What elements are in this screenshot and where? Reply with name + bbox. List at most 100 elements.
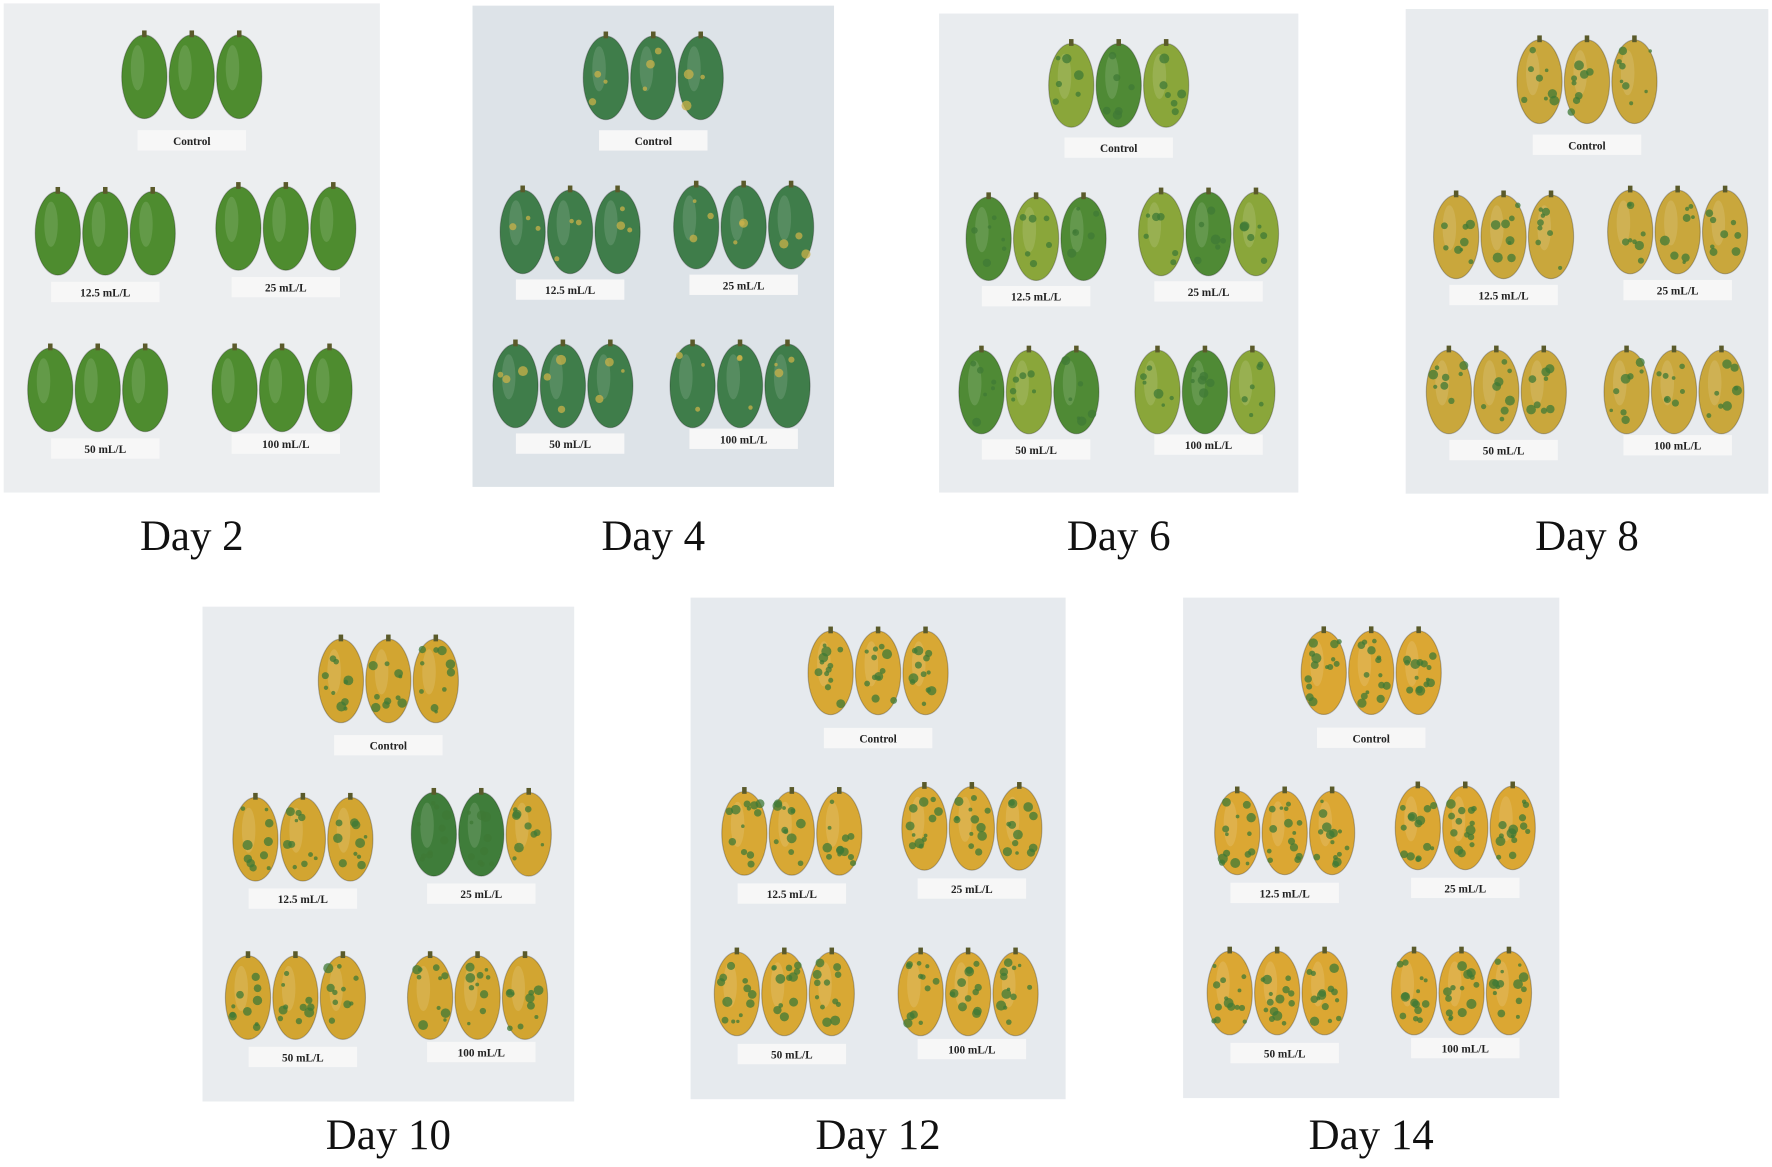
papaya-spot <box>253 984 262 993</box>
papaya-spot <box>991 379 997 385</box>
papaya <box>996 785 1043 871</box>
papaya-stem <box>1069 39 1074 46</box>
papaya-spot <box>357 860 366 870</box>
papaya-stem <box>1206 187 1211 195</box>
group-label: 25 mL/L <box>951 884 993 896</box>
papaya-spot <box>1714 390 1720 396</box>
papaya-spot <box>1310 661 1319 670</box>
papaya-spot <box>1159 53 1170 64</box>
papaya-stem <box>1250 345 1255 353</box>
papaya-stem <box>279 343 285 351</box>
papaya-spot <box>1170 259 1177 266</box>
papaya-spot <box>1459 361 1469 371</box>
papaya-spot <box>1199 371 1209 381</box>
papaya-spot <box>1410 998 1419 1007</box>
papaya-stem <box>737 339 743 347</box>
papaya-spot <box>1508 824 1519 835</box>
papaya-spot <box>417 967 423 972</box>
papaya-spot <box>292 864 297 870</box>
papaya-spot <box>1469 974 1475 980</box>
papaya-spot <box>1247 233 1255 242</box>
papaya-spot <box>1494 958 1502 965</box>
papaya-spot <box>743 984 752 993</box>
group-label: 50 mL/L <box>1483 446 1525 458</box>
papaya-spot <box>1574 60 1584 71</box>
papaya-spot <box>1023 802 1034 812</box>
papaya-spot <box>1685 206 1690 211</box>
papaya-highlight <box>1271 801 1285 847</box>
papaya-spot <box>1288 1000 1295 1007</box>
papaya-spot <box>418 645 426 654</box>
papaya-highlight <box>91 201 106 247</box>
papaya-spot <box>438 824 446 832</box>
papaya-stem <box>1671 345 1677 353</box>
papaya <box>224 955 272 1040</box>
papaya-stem <box>1282 786 1287 794</box>
papaya-spot <box>627 227 633 233</box>
papaya-spot <box>1459 985 1465 991</box>
papaya-spot <box>1024 251 1031 257</box>
group-label: 12.5 mL/L <box>1260 888 1311 900</box>
label-card <box>737 1043 847 1065</box>
papaya-spot <box>964 966 975 977</box>
papaya-spot <box>925 649 933 657</box>
papaya-spot <box>242 1007 252 1016</box>
papaya-spot <box>321 672 329 680</box>
papaya-spot <box>1441 373 1450 382</box>
label-card <box>917 878 1027 899</box>
papaya-spot <box>1622 82 1630 90</box>
papaya-spot <box>1210 234 1221 245</box>
papaya-spot <box>774 368 784 378</box>
papaya-spot <box>1634 240 1644 251</box>
papaya-spot <box>264 818 274 828</box>
papaya-spot <box>1260 232 1268 240</box>
papaya-highlight <box>1660 360 1675 406</box>
papaya-spot <box>1448 1015 1454 1020</box>
papaya-highlight <box>374 649 389 695</box>
papaya-spot <box>416 974 422 980</box>
papaya-stem <box>386 634 391 642</box>
papaya-stem <box>828 626 833 634</box>
papaya-highlight <box>1015 360 1029 406</box>
papaya-spot <box>1544 68 1549 73</box>
papaya-spot <box>341 986 346 992</box>
papaya-spot <box>1177 89 1187 99</box>
group-label: 25 mL/L <box>1188 287 1230 299</box>
papaya-spot <box>1093 210 1100 217</box>
papaya-spot <box>1480 403 1487 410</box>
papaya-spot <box>1400 850 1408 859</box>
papaya-spot <box>1445 1009 1453 1017</box>
papaya-spot <box>1087 232 1095 240</box>
label-card <box>1154 434 1263 455</box>
papaya-spot <box>509 223 517 231</box>
papaya-spot <box>1664 397 1669 402</box>
papaya <box>1654 189 1701 275</box>
group-label: 100 mL/L <box>720 434 768 446</box>
papaya-spot <box>228 1012 237 1021</box>
papaya-spot <box>871 674 878 681</box>
papaya-stem <box>142 30 147 38</box>
papaya-spot <box>1428 369 1439 380</box>
papaya-highlight <box>639 46 654 92</box>
papaya-spot <box>1400 824 1407 831</box>
papaya <box>1232 191 1280 277</box>
papaya-spot <box>243 854 253 863</box>
papaya-spot <box>906 961 913 968</box>
papaya-spot <box>1013 829 1023 840</box>
papaya-spot <box>1019 214 1027 221</box>
papaya-spot <box>335 819 343 827</box>
papaya-spot <box>1266 848 1272 854</box>
papaya-spot <box>1500 406 1509 415</box>
papaya-spot <box>675 352 683 360</box>
papaya-spot <box>395 695 401 701</box>
papaya-spot <box>1402 959 1409 966</box>
papaya-spot <box>1466 998 1477 1010</box>
papaya-spot <box>774 362 778 367</box>
papaya-spot <box>603 79 608 84</box>
papaya-spot <box>1469 842 1475 848</box>
papaya-spot <box>829 799 835 805</box>
papaya-spot <box>1457 1008 1467 1018</box>
papaya-spot <box>326 983 335 993</box>
papaya-spot <box>683 69 694 80</box>
group-label: Control <box>173 136 210 148</box>
